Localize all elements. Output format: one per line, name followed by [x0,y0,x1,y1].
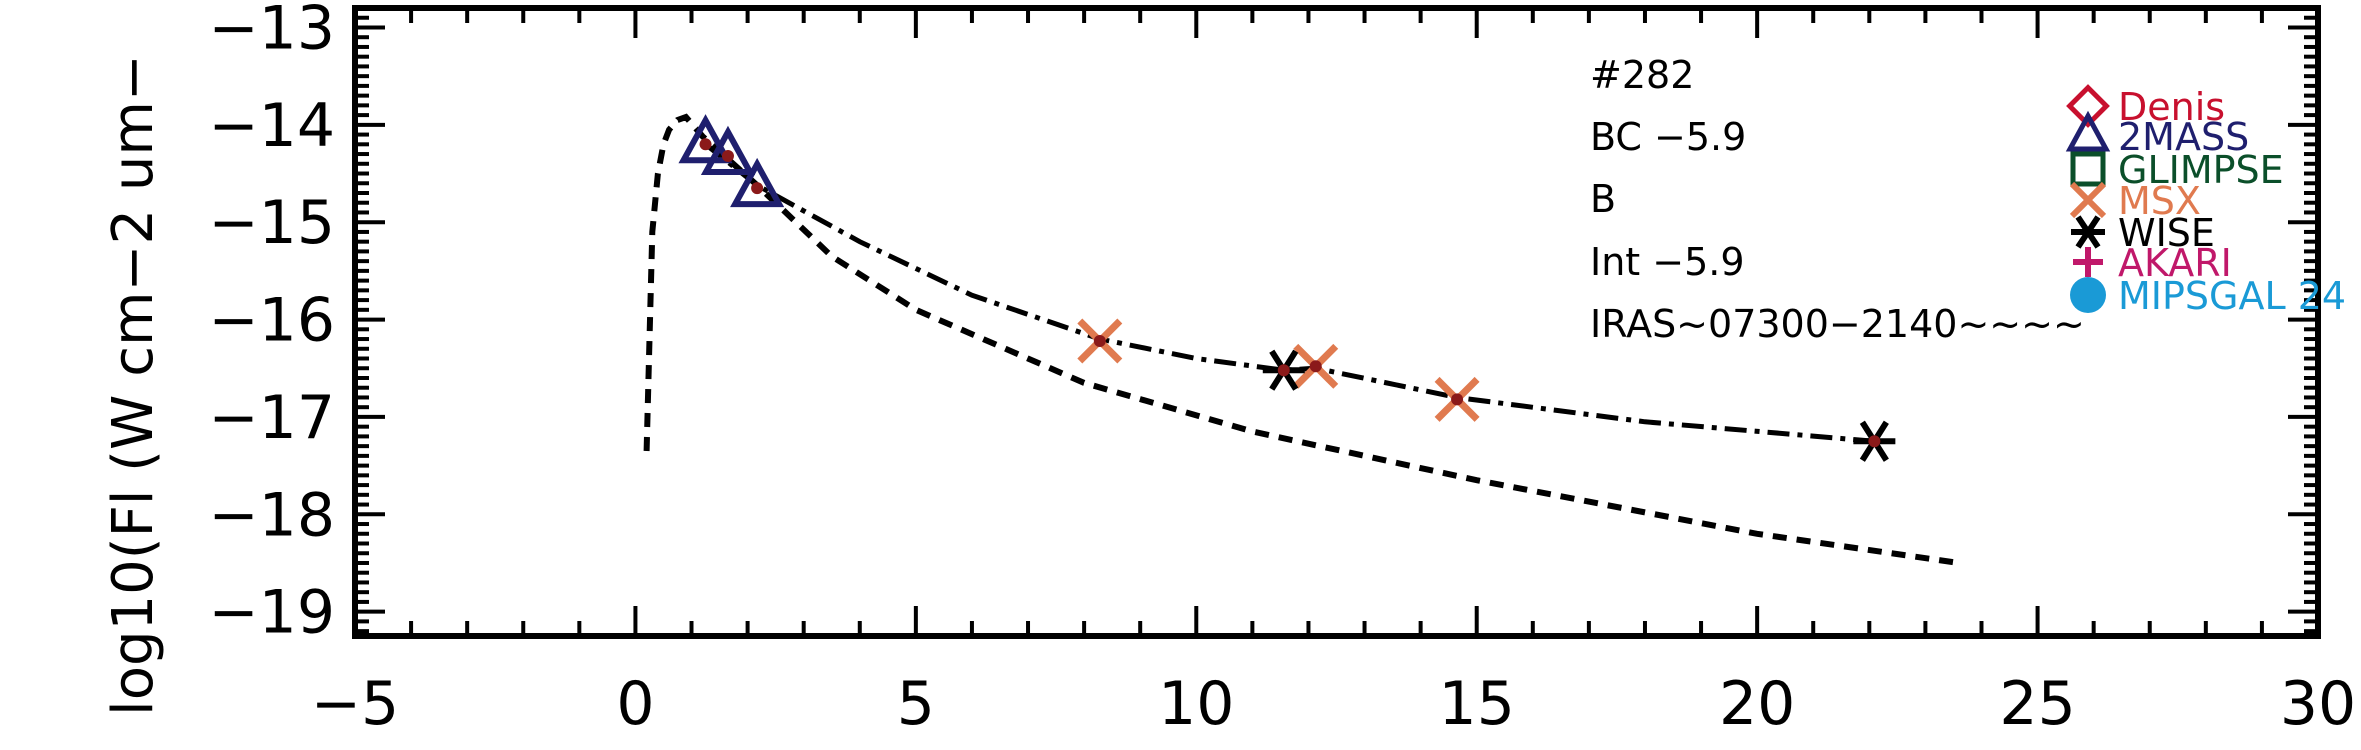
y-tick-label: −16 [208,286,335,356]
asterisk-icon [2071,215,2105,249]
model-dashdot-curve [703,142,1875,444]
marker-center-dot [1309,360,1322,373]
x-marker-icon [2069,181,2107,219]
x-tick-label: −5 [311,669,399,739]
legend-label: Denis [2118,85,2225,129]
y-axis-label: log10(Fl (W cm−2 um− [101,54,166,716]
marker-2mass [730,157,785,208]
model-dashed-curve [643,113,1960,566]
annotation-bc: BC −5.9 [1590,115,1746,159]
x-tick-label: 20 [1719,669,1795,739]
marker-center-dot [1277,364,1290,377]
marker-center-dot [1451,393,1464,406]
marker-2mass [678,114,733,164]
marker-center-dot [751,182,764,195]
annotation-int: Int −5.9 [1590,240,1745,284]
legend-label: MIPSGAL 24 [2118,274,2346,318]
legend-item-2mass: 2MASS [2065,110,2249,159]
annotation-class: B [1590,177,1616,221]
data-markers [678,114,1896,462]
legend-item-akari: AKARI [2073,241,2232,285]
marker-center-dot [1868,435,1881,448]
plus-icon [2073,247,2103,277]
legend-label: 2MASS [2118,115,2249,159]
y-tick-label: −19 [208,578,335,648]
y-tick-label: −15 [208,188,335,258]
legend-item-wise: WISE [2071,211,2215,255]
plot-frame [352,5,2321,639]
x-tick-label: 30 [2280,669,2356,739]
legend-label: GLIMPSE [2118,148,2284,192]
legend: Denis 2MASS GLIMPSE MSX WISE AKARI MIPSG… [2065,84,2346,318]
y-tick-label: −17 [208,383,335,453]
diamond-icon [2066,84,2110,128]
square-icon [2070,151,2106,187]
y-tick-label: −14 [208,91,335,161]
legend-item-denis: Denis [2066,84,2225,129]
x-tick-label: 5 [897,669,935,739]
legend-item-glimpse: GLIMPSE [2070,148,2284,192]
annotation-id: #282 [1590,53,1694,97]
annotation-source: IRAS~07300−2140~~~~ [1590,302,2085,346]
y-axis [355,6,2318,634]
x-axis [353,8,2320,636]
legend-item-mipsgal: MIPSGAL 24 [2070,274,2346,318]
y-tick-label: −18 [208,480,335,550]
circle-icon [2070,277,2106,313]
x-tick-labels: −5 0 5 10 15 20 25 30 [311,669,2356,739]
triangle-icon [2065,110,2111,152]
marker-2mass [700,125,756,175]
x-tick-label: 25 [1999,669,2075,739]
legend-label: AKARI [2118,241,2232,285]
marker-center-dot [699,138,712,151]
legend-item-msx: MSX [2069,179,2201,223]
marker-center-dot [1093,334,1106,347]
x-tick-label: 10 [1158,669,1234,739]
x-tick-label: 15 [1439,669,1515,739]
annotation-block: #282 BC −5.9 B Int −5.9 IRAS~07300−2140~… [1590,53,2085,346]
marker-center-dot [721,149,734,162]
x-tick-label: 0 [616,669,654,739]
y-tick-labels: −13 −14 −15 −16 −17 −18 −19 [208,0,335,648]
y-tick-label: −13 [208,0,335,63]
legend-label: WISE [2118,211,2215,255]
legend-label: MSX [2118,179,2201,223]
